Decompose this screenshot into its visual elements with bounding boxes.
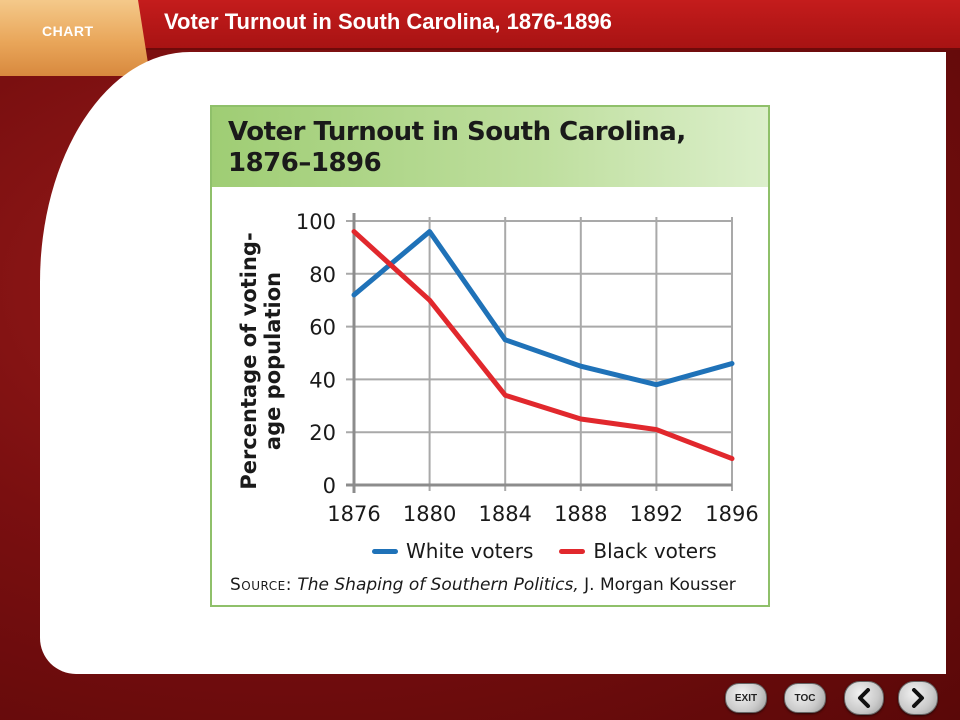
legend-label-white: White voters — [406, 539, 534, 563]
source-author: J. Morgan Kousser — [584, 575, 736, 595]
legend-item-black: Black voters — [559, 539, 717, 563]
legend-label-black: Black voters — [593, 539, 717, 563]
source-label: Source: — [230, 575, 292, 595]
y-tick-label-0: 0 — [323, 474, 336, 498]
chart-source: Source: The Shaping of Southern Politics… — [230, 575, 736, 595]
axes — [346, 213, 732, 493]
y-tick-labels: 0 20 40 60 80 100 — [296, 210, 336, 498]
chart-tab — [0, 0, 150, 76]
slide-title: Voter Turnout in South Carolina, 1876-18… — [164, 9, 612, 34]
line-chart: 0 20 40 60 80 100 1876 1880 1884 1888 1892 1896 Pe… — [237, 210, 759, 526]
x-tick-label-1876: 1876 — [327, 502, 380, 526]
chevron-right-icon — [912, 688, 924, 708]
y-axis-label-line2: age population — [261, 272, 285, 450]
exit-label: EXIT — [734, 692, 758, 704]
y-tick-label-60: 60 — [309, 316, 336, 340]
series-line-white-voters — [351, 229, 735, 388]
toc-label: TOC — [794, 692, 816, 704]
source-title: The Shaping of Southern Politics, — [297, 575, 579, 595]
next-button[interactable] — [898, 681, 938, 715]
series-line-black-voters — [351, 229, 735, 462]
y-tick-label-100: 100 — [296, 210, 336, 234]
chart-title-banner — [212, 107, 768, 187]
chevron-left-icon — [858, 688, 870, 708]
chart-legend: White voters Black voters — [372, 539, 743, 563]
x-tick-label-1880: 1880 — [403, 502, 456, 526]
y-tick-label-40: 40 — [309, 368, 336, 392]
x-tick-label-1892: 1892 — [630, 502, 683, 526]
toc-button[interactable]: TOC — [784, 683, 826, 713]
chart-title: Voter Turnout in South Carolina, 1876–18… — [228, 117, 686, 178]
x-tick-label-1888: 1888 — [554, 502, 607, 526]
exit-button[interactable]: EXIT — [725, 683, 767, 713]
chart-tab-label: CHART — [42, 23, 94, 39]
chart-panel: Voter Turnout in South Carolina, 1876–18… — [210, 105, 770, 607]
legend-swatch-black — [559, 548, 586, 554]
legend-swatch-white — [372, 548, 398, 554]
y-axis-label-line1: Percentage of voting- — [237, 232, 261, 489]
x-tick-label-1884: 1884 — [478, 502, 531, 526]
slide-header — [0, 0, 960, 50]
y-tick-label-20: 20 — [309, 421, 336, 445]
x-tick-labels: 1876 1880 1884 1888 1892 1896 — [327, 502, 758, 526]
legend-item-white: White voters — [372, 539, 533, 563]
previous-button[interactable] — [844, 681, 884, 715]
x-tick-label-1896: 1896 — [705, 502, 758, 526]
series-lines — [351, 229, 735, 462]
y-tick-label-80: 80 — [309, 263, 336, 287]
